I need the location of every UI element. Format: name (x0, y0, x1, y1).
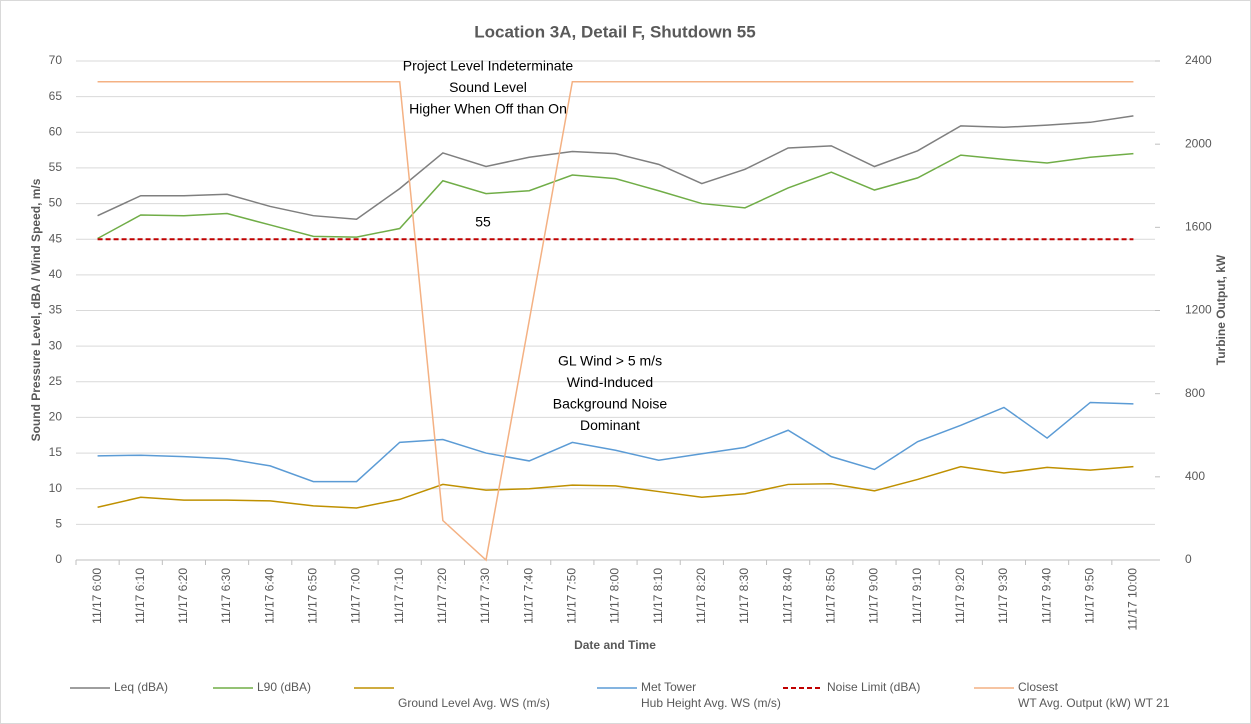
y-tick-label: 35 (49, 303, 63, 317)
y-tick-label: 65 (49, 89, 63, 103)
x-tick-label: 11/17 9:30 (996, 568, 1010, 624)
y-tick-label: 55 (49, 160, 63, 174)
legend-label: Hub Height Avg. WS (m/s) (641, 696, 781, 710)
annotation: 55 (475, 214, 491, 230)
x-tick-label: 11/17 6:30 (219, 568, 233, 624)
y-tick-label: 50 (49, 196, 63, 210)
y-tick-label: 40 (49, 267, 63, 281)
x-tick-label: 11/17 6:40 (262, 568, 276, 624)
y2-tick-label: 1200 (1185, 303, 1212, 317)
y2-tick-label: 1600 (1185, 220, 1212, 234)
legend-label: Ground Level Avg. WS (m/s) (398, 696, 550, 710)
x-tick-label: 11/17 7:10 (392, 568, 406, 624)
y-tick-label: 45 (49, 231, 63, 245)
x-tick-label: 11/17 7:40 (521, 568, 535, 624)
legend-label: Closest (1018, 680, 1059, 694)
x-tick-label: 11/17 8:10 (651, 568, 665, 624)
y2-tick-label: 400 (1185, 469, 1205, 483)
legend-label: Noise Limit (dBA) (827, 680, 920, 694)
series-line (97, 465, 1134, 509)
x-tick-label: 11/17 10:00 (1126, 568, 1140, 631)
x-tick-label: 11/17 9:20 (953, 568, 967, 624)
x-tick-label: 11/17 8:20 (694, 568, 708, 624)
x-tick-label: 11/17 7:20 (435, 568, 449, 624)
legend-label: Leq (dBA) (114, 680, 168, 694)
y2-tick-label: 800 (1185, 386, 1205, 400)
annotation: Wind-Induced (567, 374, 653, 390)
y-tick-label: 20 (49, 410, 63, 424)
x-tick-label: 11/17 9:40 (1039, 568, 1053, 624)
y-tick-label: 15 (49, 445, 63, 459)
legend-label: L90 (dBA) (257, 680, 311, 694)
x-tick-label: 11/17 6:20 (176, 568, 190, 624)
x-tick-label: 11/17 8:00 (608, 568, 622, 624)
annotation: GL Wind > 5 m/s (558, 353, 662, 369)
x-tick-label: 11/17 6:50 (306, 568, 320, 624)
annotation: Project Level Indeterminate (403, 58, 574, 74)
x-tick-label: 11/17 8:50 (823, 568, 837, 624)
x-tick-label: 11/17 6:10 (133, 568, 147, 624)
y-tick-label: 0 (55, 552, 62, 566)
y2-tick-label: 0 (1185, 552, 1192, 566)
legend-label: WT Avg. Output (kW) WT 21 (1018, 696, 1170, 710)
y2-tick-label: 2400 (1185, 53, 1212, 67)
legend-label: Met Tower (641, 680, 696, 694)
y-axis-title: Sound Pressure Level, dBA / Wind Speed, … (29, 178, 43, 441)
x-tick-label: 11/17 8:30 (737, 568, 751, 624)
y-tick-label: 5 (55, 517, 62, 531)
y-tick-label: 60 (49, 124, 63, 138)
y-tick-label: 30 (49, 338, 63, 352)
y-tick-label: 70 (49, 53, 63, 67)
x-tick-label: 11/17 8:40 (780, 568, 794, 624)
x-tick-label: 11/17 9:10 (910, 568, 924, 624)
y-tick-label: 10 (49, 481, 63, 495)
x-tick-label: 11/17 7:00 (349, 568, 363, 624)
x-axis-title: Date and Time (574, 638, 656, 652)
series-line (97, 81, 1134, 562)
annotation: Sound Level (449, 79, 527, 95)
series-line (97, 401, 1134, 483)
x-tick-label: 11/17 9:50 (1082, 568, 1096, 624)
x-tick-label: 11/17 6:00 (90, 568, 104, 624)
chart-title: Location 3A, Detail F, Shutdown 55 (474, 22, 755, 41)
annotation: Dominant (580, 417, 640, 433)
annotation: Higher When Off than On (409, 101, 567, 117)
series-line (97, 152, 1134, 240)
annotation: Background Noise (553, 396, 668, 412)
y2-tick-label: 2000 (1185, 136, 1212, 150)
series-line (97, 115, 1134, 221)
x-tick-label: 11/17 7:30 (478, 568, 492, 624)
x-tick-label: 11/17 9:00 (867, 568, 881, 624)
y2-axis-title: Turbine Output, kW (1214, 254, 1228, 365)
x-tick-label: 11/17 7:50 (565, 568, 579, 624)
y-tick-label: 25 (49, 374, 63, 388)
